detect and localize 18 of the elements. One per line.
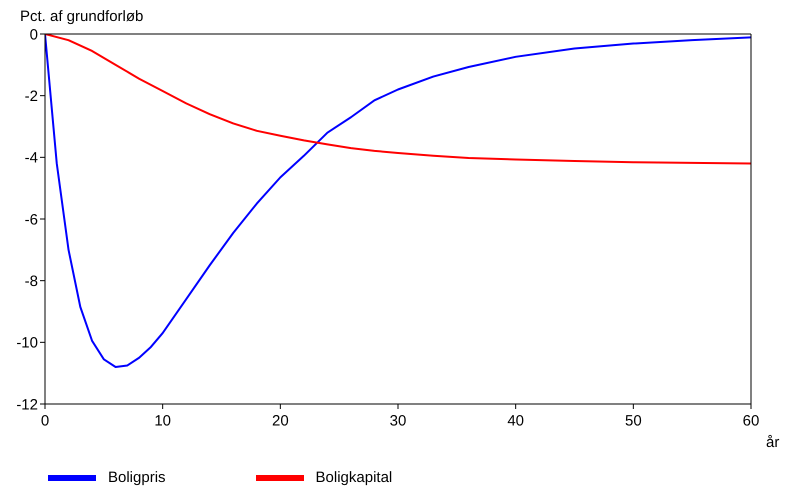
y-tick-label: -12 [16,396,38,414]
x-tick-label: 60 [742,412,760,430]
x-tick-label: 30 [390,412,406,430]
x-tick-label: 50 [624,412,642,430]
y-tick-label: -8 [24,272,38,290]
y-tick-label: -4 [24,150,38,167]
x-tick-label: 0 [40,412,50,430]
legend-label: Boligpris [108,468,166,486]
legend-label: Boligkapital [316,468,392,486]
y-axis-title: Pct. af grundforløb [20,8,144,25]
x-tick-label: 40 [507,412,524,430]
y-tick-label: -2 [24,88,38,105]
x-tick-label: 10 [154,412,172,430]
x-tick-label: 20 [272,412,289,430]
y-tick-label: -10 [16,334,38,352]
x-axis-title: år [766,434,780,451]
y-tick-label: -6 [24,211,38,228]
y-tick-label: 0 [30,26,38,44]
